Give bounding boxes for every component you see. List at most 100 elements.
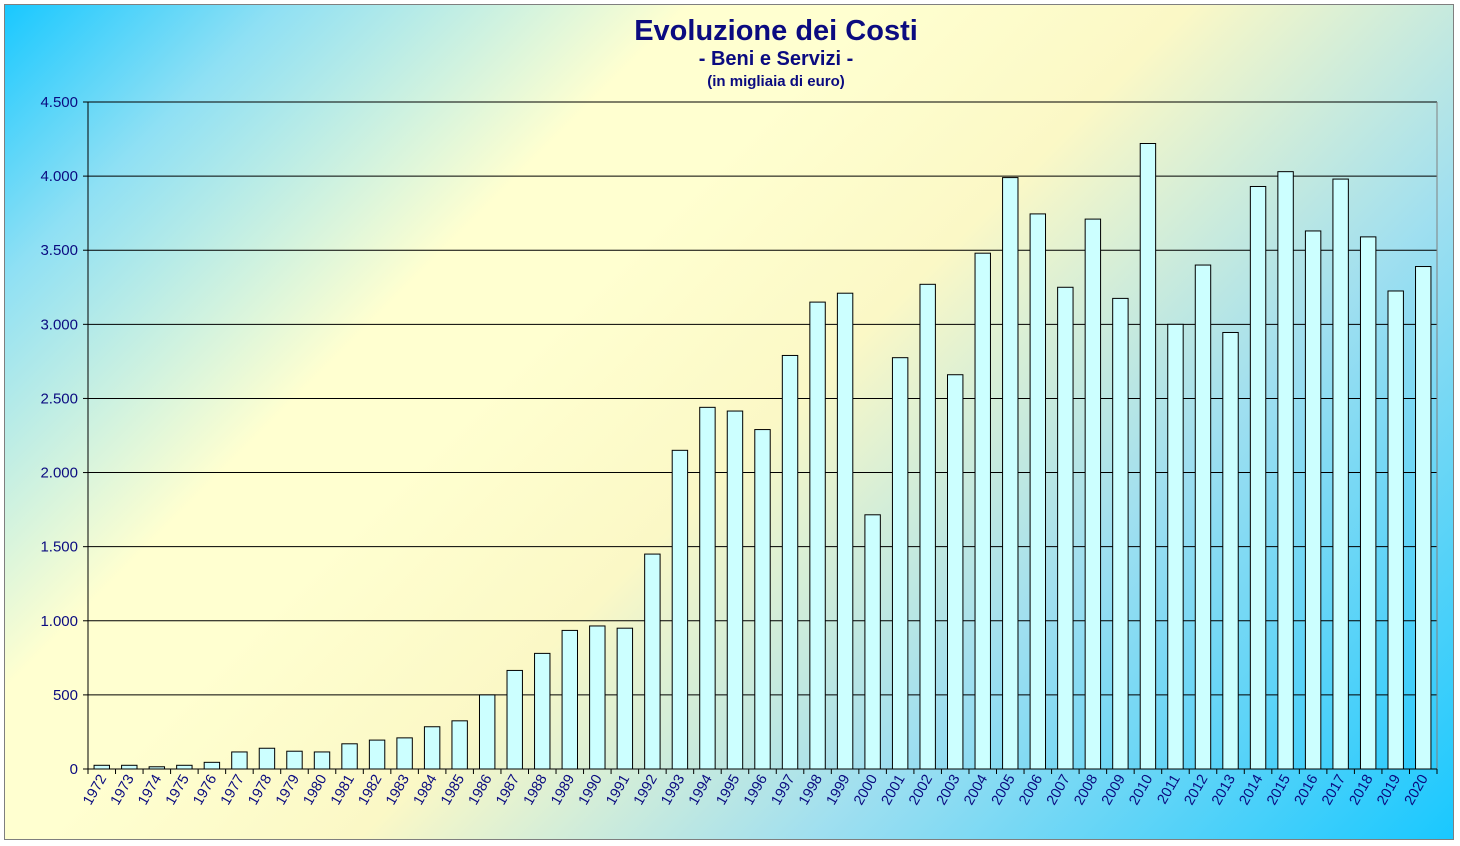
gridlines: [88, 101, 1437, 696]
bar-2004: [974, 252, 991, 770]
x-tick-label: 2020: [1402, 772, 1432, 808]
bar-1997: [781, 354, 799, 770]
x-tick-label: 2009: [1099, 772, 1129, 808]
x-tick-label: 2018: [1347, 772, 1377, 808]
bars: [93, 143, 1432, 770]
y-tick-label: 1.500: [40, 539, 78, 556]
x-tick-label: 2013: [1209, 772, 1239, 808]
bar-1999: [836, 292, 854, 770]
bar-2008: [1084, 218, 1102, 770]
bar-2013: [1222, 331, 1239, 770]
bar-2016: [1304, 230, 1322, 770]
x-tick-label: 1999: [824, 772, 854, 808]
x-tick-label: 1982: [356, 772, 386, 808]
bar-2011: [1167, 323, 1184, 770]
bar-chart: Evoluzione dei Costi - Beni e Servizi - …: [40, 15, 1438, 808]
bar-2017: [1332, 178, 1349, 770]
bar-1978: [258, 747, 276, 770]
x-tick-label: 1979: [273, 772, 303, 808]
x-tick-label: 1975: [163, 772, 193, 808]
bar-1981: [341, 743, 358, 770]
bar-1975: [176, 764, 193, 770]
chart-frame: Evoluzione dei Costi - Beni e Servizi - …: [4, 4, 1454, 840]
bar-2014: [1249, 185, 1267, 770]
bar-1992: [644, 553, 661, 770]
x-tick-label: 1977: [218, 772, 248, 808]
bar-2003: [947, 374, 964, 770]
x-tick-label: 2002: [906, 772, 936, 808]
x-tick-label: 1996: [741, 772, 771, 808]
bar-1996: [754, 429, 771, 770]
y-tick-label: 1.000: [40, 613, 78, 630]
x-tick-label: 1981: [328, 772, 358, 808]
bar-2005: [1002, 177, 1019, 770]
y-tick-labels: 0 500 1.000 1.500 2.000 2.500 3.000 3.500 4.000 4…: [40, 94, 78, 778]
x-tick-label: 2001: [879, 772, 909, 808]
bar-2019: [1387, 290, 1404, 770]
bar-1982: [368, 739, 386, 770]
x-tick-label: 2014: [1237, 772, 1267, 808]
x-tick-label: 1995: [713, 772, 743, 808]
bar-2009: [1112, 297, 1129, 770]
bar-1973: [121, 764, 138, 770]
x-tick-label: 1986: [466, 772, 496, 808]
chart-unit-note: (in migliaia di euro): [707, 73, 845, 90]
x-tick-label: 1988: [521, 772, 551, 808]
x-tick-label: 1984: [411, 772, 441, 808]
x-tick-label: 2004: [961, 772, 991, 808]
x-tick-label: 1998: [796, 772, 826, 808]
bar-1998: [809, 301, 826, 770]
x-tick-label: 2016: [1292, 772, 1322, 808]
bar-1987: [506, 669, 523, 770]
bar-1985: [451, 720, 468, 770]
x-tick-label: 2005: [989, 772, 1019, 808]
bar-1976: [203, 761, 221, 770]
x-tick-labels: 1972197319741975197619771978197919801981…: [80, 772, 1431, 808]
bar-1995: [726, 410, 744, 770]
bar-2007: [1057, 286, 1074, 770]
x-tick-label: 2010: [1126, 772, 1156, 808]
y-tick-label: 0: [70, 761, 78, 778]
bar-2002: [919, 283, 936, 770]
x-tick-label: 1987: [493, 772, 523, 808]
x-tick-label: 1985: [438, 772, 468, 808]
bar-1983: [396, 737, 413, 770]
x-tick-label: 1976: [190, 772, 220, 808]
x-tick-label: 1978: [245, 772, 275, 808]
y-tick-label: 3.000: [40, 316, 78, 333]
x-tick-label: 1983: [383, 772, 413, 808]
chart-title: Evoluzione dei Costi: [634, 15, 918, 47]
x-tick-label: 2006: [1016, 772, 1046, 808]
y-tick-label: 2.500: [40, 390, 78, 407]
x-tick-label: 2011: [1154, 772, 1183, 807]
x-tick-label: 1973: [108, 772, 138, 808]
x-tick-label: 1989: [548, 772, 578, 808]
x-tick-label: 2015: [1264, 772, 1294, 808]
bar-2010: [1139, 143, 1157, 770]
bar-1977: [231, 751, 248, 770]
x-tick-label: 2017: [1319, 772, 1349, 808]
bar-1972: [93, 764, 110, 770]
bar-1984: [423, 726, 441, 770]
x-tick-label: 2019: [1374, 772, 1404, 808]
bar-2018: [1359, 236, 1377, 770]
x-tick-label: 1993: [658, 772, 688, 808]
chart-subtitle: - Beni e Servizi -: [699, 48, 854, 70]
x-tick-label: 2007: [1044, 772, 1074, 808]
bar-1993: [671, 449, 689, 770]
bar-2020: [1415, 266, 1432, 770]
y-tick-label: 3.500: [40, 242, 78, 259]
y-tick-label: 500: [53, 687, 78, 704]
x-tick-label: 1990: [576, 772, 606, 808]
bar-1986: [478, 694, 496, 770]
x-tick-label: 1992: [631, 772, 661, 808]
bar-1994: [699, 406, 716, 770]
bar-2001: [891, 357, 909, 770]
x-tick-label: 1997: [769, 772, 799, 808]
axes: [83, 101, 1438, 774]
y-tick-label: 4.000: [40, 168, 78, 185]
bar-1989: [561, 629, 578, 770]
bar-1991: [616, 627, 634, 770]
bar-1988: [534, 652, 551, 770]
x-tick-label: 2003: [934, 772, 964, 808]
